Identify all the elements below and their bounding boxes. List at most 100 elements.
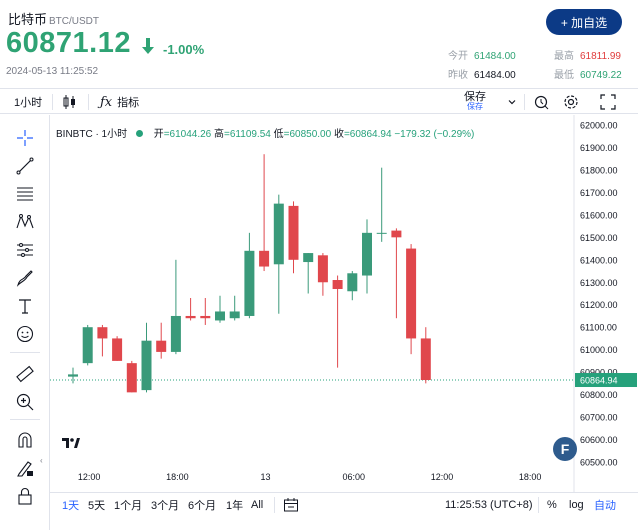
- symbol-name: 比特币: [8, 12, 48, 27]
- y-tick-label: 60500.00: [580, 458, 618, 468]
- y-tick-label: 60900.00: [580, 368, 618, 378]
- range-1m[interactable]: 1个月: [114, 500, 143, 512]
- range-1d[interactable]: 1天: [62, 500, 80, 512]
- y-tick-label: 61300.00: [580, 278, 618, 288]
- candle-body: [229, 311, 240, 319]
- legend-change: −179.32 (−0.29%): [394, 129, 475, 140]
- candle-body: [82, 327, 93, 364]
- brush-icon[interactable]: [13, 267, 37, 289]
- candle-body: [347, 273, 358, 292]
- y-tick-label: 61900.00: [580, 143, 618, 153]
- fullscreen-icon: [600, 94, 616, 110]
- status-dot-icon: [135, 130, 143, 137]
- range-5d[interactable]: 5天: [88, 500, 106, 512]
- save-label: 保存: [464, 91, 486, 103]
- y-tick-label: 61500.00: [580, 233, 618, 243]
- bottom-bar: 1天 5天 1个月 3个月 6个月 1年 All 11:25:53 (UTC+8…: [50, 492, 638, 516]
- lock-icon[interactable]: [13, 485, 37, 507]
- y-tick-label: 61600.00: [580, 210, 618, 220]
- clock-timezone[interactable]: 11:25:53 (UTC+8): [445, 499, 533, 511]
- price-chart[interactable]: 62000.00 61900.00 61800.00 61700.00 61600.00…: [50, 115, 638, 492]
- tradingview-logo: [60, 432, 82, 454]
- candle-body: [112, 338, 123, 361]
- candle-body: [156, 340, 167, 352]
- candle-body: [259, 250, 270, 267]
- ruler-icon[interactable]: [13, 363, 37, 385]
- alert-icon: [534, 95, 549, 110]
- candles-icon: [63, 95, 75, 109]
- log-toggle[interactable]: log: [569, 499, 584, 511]
- divider: [88, 94, 89, 110]
- drawing-toolbar: ‹: [0, 115, 50, 530]
- range-all[interactable]: All: [251, 499, 264, 511]
- percent-toggle[interactable]: %: [547, 499, 557, 511]
- text-icon[interactable]: [13, 295, 37, 317]
- chart-toolbar: 1小时 ƒx 指标 保存 保存: [0, 88, 638, 114]
- candle-body: [420, 338, 431, 380]
- range-1y[interactable]: 1年: [226, 500, 244, 512]
- divider: [524, 94, 525, 110]
- range-6m[interactable]: 6个月: [188, 500, 217, 512]
- candle-body: [332, 280, 343, 290]
- chart-legend: BINBTC · 1小时 开=61044.26 高=61109.54 低=608…: [56, 125, 474, 140]
- y-tick-label: 61200.00: [580, 300, 618, 310]
- save-dropdown[interactable]: [507, 89, 517, 115]
- y-tick-label: 61000.00: [580, 345, 618, 355]
- x-tick-label: 18:00: [166, 472, 189, 482]
- candle-body: [170, 315, 181, 352]
- indicators-button[interactable]: ƒx 指标: [100, 89, 139, 115]
- fib-icon[interactable]: [13, 183, 37, 205]
- auto-toggle[interactable]: 自动: [594, 500, 616, 512]
- divider: [274, 497, 275, 513]
- emoji-icon[interactable]: [13, 323, 37, 345]
- candle-body: [185, 315, 196, 319]
- pattern-icon[interactable]: [13, 211, 37, 233]
- change-percent: -1.00%: [163, 42, 205, 57]
- date-range-button[interactable]: [283, 493, 299, 517]
- divider: [538, 497, 539, 513]
- save-sublabel: 保存: [467, 102, 483, 111]
- prediction-icon[interactable]: [13, 239, 37, 261]
- settings-button[interactable]: [563, 89, 579, 115]
- legend-symbol: BINBTC · 1小时: [56, 129, 128, 140]
- range-3m[interactable]: 3个月: [151, 500, 180, 512]
- crosshair-icon[interactable]: [13, 127, 37, 149]
- candle-body: [200, 315, 211, 319]
- alert-button[interactable]: [534, 89, 550, 115]
- expand-icon[interactable]: ‹: [40, 456, 43, 465]
- gear-icon: [564, 95, 578, 109]
- candle-body: [244, 250, 255, 316]
- stat-high: 最高 61811.99: [554, 51, 621, 62]
- stat-prev-close: 昨收 61484.00: [448, 70, 516, 81]
- calendar-icon: [284, 498, 298, 512]
- last-price-badge: [575, 373, 637, 388]
- lock-edit-icon[interactable]: [13, 457, 37, 479]
- fullscreen-button[interactable]: [600, 89, 616, 115]
- candle-body: [288, 205, 299, 260]
- floating-action-button[interactable]: F: [553, 437, 577, 461]
- y-tick-label: 60700.00: [580, 413, 618, 423]
- legend-low: =60850.00: [283, 129, 332, 140]
- zoom-in-icon[interactable]: [13, 391, 37, 413]
- legend-high-key: 高: [214, 129, 225, 140]
- y-tick-label: 61400.00: [580, 255, 618, 265]
- magnet-icon[interactable]: [13, 429, 37, 451]
- stat-open: 今开 61484.00: [448, 51, 516, 62]
- candle-body: [273, 203, 284, 265]
- y-tick-label: 60800.00: [580, 390, 618, 400]
- current-price: 60871.12: [6, 27, 131, 59]
- save-button[interactable]: 保存 保存: [464, 89, 486, 115]
- legend-close-key: 收: [333, 129, 344, 140]
- interval-button[interactable]: 1小时: [14, 97, 43, 109]
- candle-body: [391, 230, 402, 238]
- trend-line-icon[interactable]: [13, 155, 37, 177]
- candle-body: [126, 363, 137, 393]
- candle-body: [215, 311, 225, 321]
- candle-body: [97, 327, 108, 339]
- legend-close: =60864.94: [343, 129, 392, 140]
- symbol-title: 比特币 BTC/USDT: [8, 9, 99, 28]
- candle-type-button[interactable]: [62, 89, 78, 115]
- add-watchlist-button[interactable]: + 加自选: [546, 9, 622, 35]
- x-tick-label: 12:00: [78, 472, 101, 482]
- divider: [10, 419, 40, 420]
